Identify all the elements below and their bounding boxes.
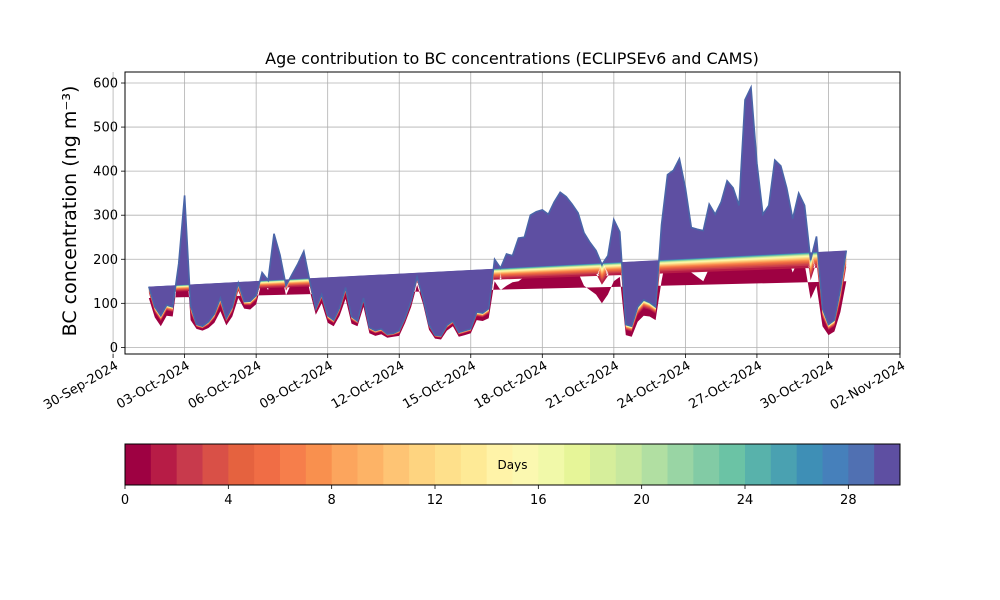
y-tick-label: 600 xyxy=(93,77,118,92)
x-tick-label: 02-Nov-2024 xyxy=(828,358,908,413)
colorbar-swatch xyxy=(641,444,668,485)
x-tick-label: 30-Sep-2024 xyxy=(41,358,121,413)
colorbar-swatch xyxy=(693,444,720,485)
colorbar-swatch xyxy=(848,444,875,485)
colorbar-tick-label: 8 xyxy=(328,493,336,508)
colorbar-swatch xyxy=(822,444,849,485)
colorbar-swatch xyxy=(228,444,255,485)
colorbar-swatch xyxy=(770,444,798,485)
colorbar-swatch xyxy=(305,444,333,485)
colorbar-tick-label: 4 xyxy=(224,493,232,508)
colorbar-swatch xyxy=(357,444,384,485)
colorbar-swatch xyxy=(331,444,358,485)
colorbar-tick-label: 24 xyxy=(737,493,754,508)
colorbar-tick-label: 16 xyxy=(530,493,547,508)
colorbar-swatch xyxy=(409,444,436,485)
colorbar-swatch xyxy=(719,444,746,485)
colorbar-swatch xyxy=(486,444,513,485)
colorbar-swatch xyxy=(512,444,539,485)
colorbar-swatch xyxy=(538,444,565,485)
colorbar-swatch xyxy=(383,444,410,485)
x-tick-label: 27-Oct-2024 xyxy=(687,358,765,412)
x-tick-label: 30-Oct-2024 xyxy=(758,358,836,412)
y-tick-label: 200 xyxy=(93,253,118,268)
colorbar-swatch xyxy=(590,444,617,485)
x-tick-label: 18-Oct-2024 xyxy=(472,358,550,412)
y-tick-label: 300 xyxy=(93,209,118,224)
colorbar-swatch xyxy=(796,444,823,485)
y-tick-label: 0 xyxy=(110,341,118,356)
colorbar-label: Days xyxy=(498,458,528,472)
y-tick-label: 400 xyxy=(93,165,118,180)
x-tick-label: 06-Oct-2024 xyxy=(186,358,264,412)
colorbar-swatch xyxy=(280,444,307,485)
colorbar-tick-label: 20 xyxy=(633,493,650,508)
colorbar-swatch xyxy=(667,444,694,485)
total-concentration-line xyxy=(148,84,848,337)
colorbar-frame xyxy=(124,443,901,486)
y-tick-label: 500 xyxy=(93,121,118,136)
colorbar-swatch xyxy=(435,444,462,485)
x-tick-label: 03-Oct-2024 xyxy=(114,358,192,412)
colorbar-swatch xyxy=(460,444,488,485)
stacked-age-areas xyxy=(148,84,848,340)
plot-frame xyxy=(124,71,901,355)
colorbar-swatch xyxy=(745,444,772,485)
colorbar-tick-label: 28 xyxy=(840,493,857,508)
colorbar-tick-label: 0 xyxy=(121,493,129,508)
colorbar-swatch xyxy=(125,444,152,485)
colorbar-swatch xyxy=(150,444,178,485)
colorbar-tick-label: 12 xyxy=(427,493,444,508)
x-tick-label: 24-Oct-2024 xyxy=(615,358,693,412)
colorbar-swatch xyxy=(176,444,203,485)
days-colorbar: 0 4 8 12 16 20 24 28 Days xyxy=(121,443,901,508)
x-tick-label: 15-Oct-2024 xyxy=(400,358,478,412)
x-tick-label: 21-Oct-2024 xyxy=(543,358,621,412)
colorbar-swatch xyxy=(564,444,591,485)
colorbar-swatch xyxy=(615,444,643,485)
x-tick-label: 12-Oct-2024 xyxy=(329,358,407,412)
chart-title: Age contribution to BC concentrations (E… xyxy=(265,49,759,68)
y-tick-label: 100 xyxy=(93,297,118,312)
y-axis-label: BC concentration (ng m⁻³) xyxy=(59,86,81,337)
colorbar-swatch xyxy=(202,444,229,485)
colorbar-swatch xyxy=(874,444,901,485)
x-tick-label: 09-Oct-2024 xyxy=(257,358,335,412)
colorbar-swatch xyxy=(254,444,281,485)
